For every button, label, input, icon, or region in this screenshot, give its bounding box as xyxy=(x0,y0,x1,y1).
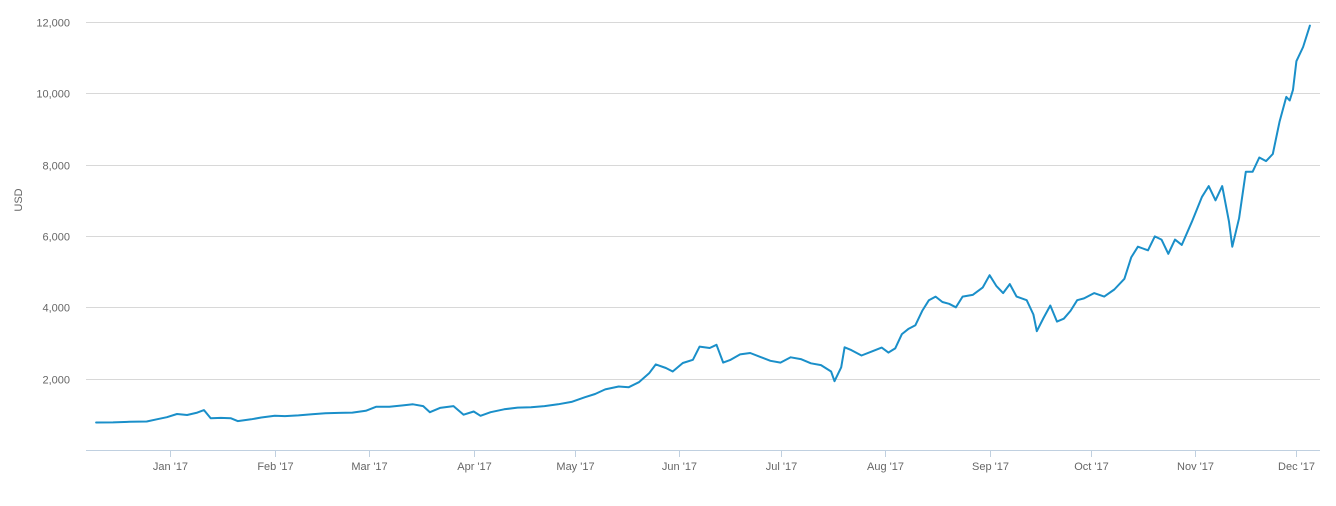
y-axis-title: USD xyxy=(13,188,25,211)
y-tick-label: 10,000 xyxy=(36,89,70,101)
x-tick-label: Dec '17 xyxy=(1278,461,1315,473)
y-tick-label: 8,000 xyxy=(42,161,70,173)
x-tick-label: Oct '17 xyxy=(1074,461,1109,473)
y-tick-label: 12,000 xyxy=(36,18,70,30)
x-tick-label: Aug '17 xyxy=(867,461,904,473)
series-layer xyxy=(95,24,1311,424)
y-tick-label: 4,000 xyxy=(42,303,70,315)
x-tick-label: Jan '17 xyxy=(153,461,188,473)
y-tick-label: 6,000 xyxy=(42,232,70,244)
x-tick-label: Mar '17 xyxy=(351,461,387,473)
y-axis-labels: 2,000 4,000 6,000 8,000 10,000 12,000 xyxy=(36,18,70,387)
x-axis-labels: Jan '17 Feb '17 Mar '17 Apr '17 May '17 Jun '… xyxy=(153,461,1315,473)
x-tick-label: Sep '17 xyxy=(972,461,1009,473)
y-gridlines xyxy=(86,22,1320,380)
x-tick-label: Jun '17 xyxy=(662,461,697,473)
series-line xyxy=(95,24,1311,424)
x-tick-label: Apr '17 xyxy=(457,461,492,473)
x-axis-ticks xyxy=(170,450,1297,457)
y-tick-label: 2,000 xyxy=(42,375,70,387)
x-tick-label: Feb '17 xyxy=(257,461,293,473)
x-tick-label: Jul '17 xyxy=(766,461,797,473)
x-tick-label: Nov '17 xyxy=(1177,461,1214,473)
x-tick-label: May '17 xyxy=(556,461,594,473)
